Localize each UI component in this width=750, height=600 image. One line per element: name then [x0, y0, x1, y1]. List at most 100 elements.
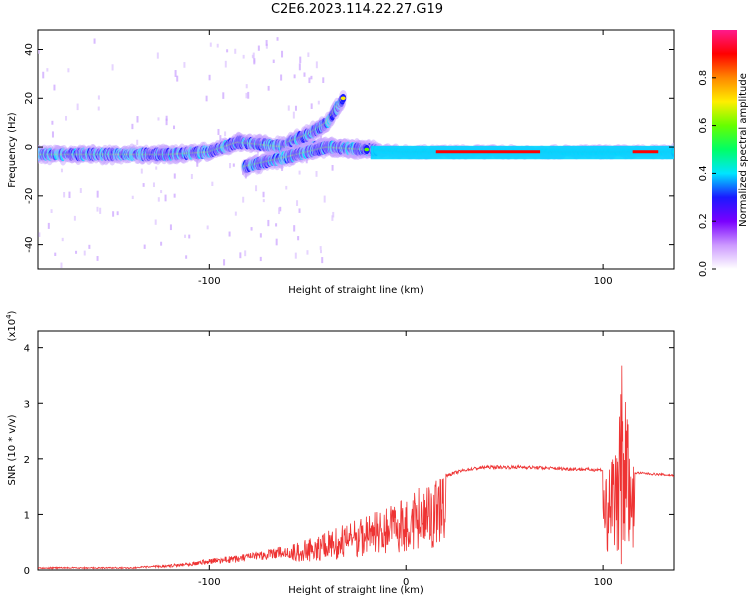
- spectrogram-speck: [306, 250, 309, 255]
- colorbar-label: Normalized spectral amplitude: [738, 73, 749, 227]
- snr-x-ticks: -100 0 100: [198, 331, 613, 588]
- spectrogram-speck: [307, 52, 310, 57]
- spectrogram-speck: [247, 91, 250, 99]
- spectrogram-speck: [51, 120, 54, 125]
- spectrogram-speck: [68, 191, 71, 199]
- spectrogram-speck: [211, 181, 214, 186]
- spectrogram-speck: [331, 164, 334, 171]
- spectrogram-speck: [79, 188, 82, 193]
- spectrogram-speck: [112, 211, 115, 217]
- chart-title: C2E6.2023.114.22.27.G19: [271, 2, 443, 17]
- spectrogram-speck: [96, 190, 99, 198]
- spectrogram-speck: [173, 125, 176, 130]
- spectrogram-speck: [222, 92, 225, 99]
- spectrogram-speck: [47, 222, 50, 229]
- spectrogram-speck: [265, 40, 268, 46]
- spectrogram-y-ticks: -40 -20 0 20 40: [24, 43, 674, 253]
- spectrogram-speck: [276, 37, 279, 41]
- spectrogram-speck: [224, 131, 227, 137]
- colorbar-tick-label: 0.4: [698, 165, 709, 181]
- spectrogram-speck: [219, 135, 222, 142]
- spectrogram-speck: [315, 61, 318, 69]
- spectrogram-panel: -100 100 -40 -20 0 20 40 Height of straight l…: [7, 29, 675, 296]
- snr-y-ticks: 0 1 2 3 4: [24, 344, 674, 577]
- spectrogram-speck: [96, 256, 99, 261]
- spectrogram-speck: [154, 219, 157, 225]
- spectrogram-speck: [152, 182, 155, 188]
- spectrogram-speck: [294, 105, 297, 111]
- spectrogram-speck: [293, 74, 296, 79]
- spectrogram-speck: [160, 190, 163, 194]
- spectrogram-speck: [250, 227, 253, 231]
- spectrogram-speck: [188, 234, 191, 239]
- colorbar-ticks: 0.0 0.2 0.4 0.6 0.8: [698, 70, 716, 277]
- spectrogram-speck: [185, 255, 188, 259]
- spectrogram-speck: [131, 195, 134, 200]
- spectrogram-x-tick-label: -100: [198, 276, 221, 287]
- spectrogram-x-tick-label: 100: [594, 276, 613, 287]
- spectrogram-y-tick-label: 20: [24, 92, 35, 105]
- spectrogram-speck: [88, 244, 91, 249]
- spectrogram-speck: [136, 116, 139, 123]
- spectrogram-speck: [38, 232, 41, 237]
- spectrogram-speck: [142, 183, 145, 187]
- spectrogram-speck: [224, 60, 227, 68]
- spectrogram-speck: [216, 43, 219, 48]
- spectrogram-speck: [232, 163, 235, 167]
- spectrogram-y-tick-label: 0: [24, 144, 35, 150]
- spectrogram-speck: [165, 118, 168, 126]
- spectrogram-speck: [281, 50, 284, 58]
- spectrogram-speck: [239, 252, 242, 259]
- spectrogram-speck: [321, 257, 324, 264]
- spectrogram-speck: [299, 56, 302, 64]
- spectrogram-speck: [217, 128, 220, 135]
- spectrogram-speck: [257, 45, 260, 51]
- spectrogram-y-label: Frequency (Hz): [7, 112, 18, 188]
- colorbar-tick-label: 0.6: [698, 118, 709, 134]
- spectrogram-x-label: Height of straight line (km): [288, 285, 424, 296]
- spectrogram-speck: [75, 250, 78, 254]
- snr-x-tick-label: 0: [403, 577, 409, 588]
- spectrogram-speck: [65, 115, 68, 121]
- spectrogram-main-band-core: [632, 150, 659, 154]
- spectrogram-speck: [296, 200, 299, 206]
- spectrogram-speck: [244, 250, 247, 257]
- spectrogram-speck: [61, 237, 64, 242]
- spectrogram-speck: [226, 49, 229, 53]
- spectrogram-speck: [279, 206, 282, 212]
- spectrogram-speck: [206, 225, 209, 230]
- spectrogram-main-band-core: [435, 150, 541, 154]
- spectrogram-ridge-core: [364, 147, 370, 152]
- spectrogram-speck: [293, 225, 296, 232]
- spectrogram-speck: [42, 71, 45, 79]
- spectrogram-speck: [157, 117, 160, 121]
- spectrogram-speck: [294, 252, 297, 259]
- snr-series-line: [38, 365, 674, 570]
- spectrogram-speck: [136, 139, 139, 146]
- spectrogram-speck: [287, 105, 290, 111]
- spectrogram-speck: [259, 256, 262, 262]
- spectrogram-speck: [255, 185, 258, 192]
- colorbar-tick-label: 0.2: [698, 213, 709, 229]
- snr-x-label: Height of straight line (km): [288, 585, 424, 596]
- spectrogram-speck: [234, 211, 237, 216]
- spectrogram-speck: [111, 64, 114, 71]
- spectrogram-speck: [272, 59, 275, 64]
- spectrogram-speck: [317, 100, 320, 105]
- snr-y-label: SNR (10 * v/v): [7, 414, 18, 485]
- spectrogram-speck: [253, 57, 256, 65]
- spectrogram-speck: [190, 173, 193, 179]
- spectrogram-y-tick-label: -20: [24, 188, 35, 204]
- spectrogram-speck: [208, 74, 211, 81]
- spectrogram-speck: [265, 43, 268, 49]
- spectrogram-speck: [174, 70, 177, 77]
- colorbar-tick-label: 0.0: [698, 261, 709, 277]
- spectrogram-speck: [303, 72, 306, 77]
- spectrogram-marks: [38, 37, 674, 269]
- spectrogram-speck: [315, 170, 318, 177]
- spectrogram-speck: [280, 74, 283, 81]
- spectrogram-speck: [196, 160, 199, 167]
- spectrogram-speck: [229, 163, 232, 169]
- spectrogram-speck: [267, 85, 270, 91]
- spectrogram-speck: [165, 115, 168, 121]
